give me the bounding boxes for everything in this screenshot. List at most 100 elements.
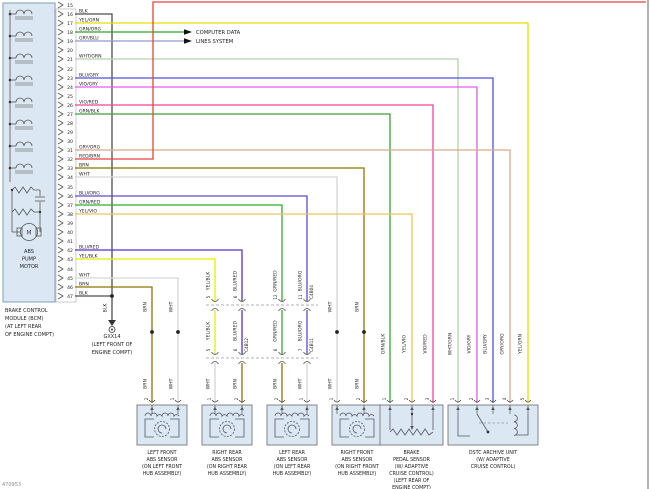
svg-text:GRN/BLK: GRN/BLK: [79, 109, 100, 115]
svg-text:BLU/RED: BLU/RED: [233, 271, 239, 291]
svg-text:32: 32: [67, 157, 73, 163]
bcm-pin-25: 25: [57, 92, 73, 100]
svg-text:LEFT FRONT: LEFT FRONT: [147, 450, 176, 456]
bcm-pin-28: 28: [57, 119, 73, 127]
svg-text:16: 16: [67, 12, 73, 18]
svg-text:(ON LEFT FRONT: (ON LEFT FRONT: [142, 464, 182, 470]
svg-text:1: 1: [207, 397, 212, 400]
wire-pin36-blu-org: [75, 195, 308, 301]
svg-text:(LEFT FRONT OF: (LEFT FRONT OF: [92, 342, 133, 348]
svg-text:7: 7: [298, 348, 303, 351]
svg-text:1: 1: [382, 397, 387, 400]
svg-text:WHT: WHT: [328, 378, 334, 389]
svg-text:1: 1: [299, 397, 304, 400]
svg-text:3: 3: [425, 397, 430, 400]
bcm-pin-40: 40: [57, 228, 73, 236]
bcm-pin-30: 30: [57, 137, 73, 145]
bcm-pin-37: 37 GRN/RED: [57, 200, 101, 209]
svg-text:BRN: BRN: [233, 379, 239, 389]
svg-text:2: 2: [144, 397, 149, 400]
svg-text:WHT/GRN: WHT/GRN: [448, 333, 454, 356]
svg-text:WHT: WHT: [169, 378, 175, 389]
svg-text:PEDAL SENSOR: PEDAL SENSOR: [393, 457, 430, 463]
splice-dot: [110, 294, 114, 298]
svg-text:BLK: BLK: [103, 303, 109, 313]
bcm-pin-33: 33 BRN: [57, 163, 89, 172]
vertical-wire-labels: BLK BRN WHT BRN WHT YEL/BLK BLU/RED GRN/RED BLU/…: [103, 270, 526, 400]
svg-text:1: 1: [450, 397, 455, 400]
svg-text:M: M: [26, 230, 31, 237]
solenoid-coil-icon: [8, 97, 33, 108]
wire-pin26-vio-red: [75, 104, 434, 403]
svg-text:HUB ASSEMBLY): HUB ASSEMBLY): [208, 471, 247, 477]
svg-text:MOTOR: MOTOR: [20, 264, 39, 270]
bcm-pin-22: 22: [57, 65, 73, 73]
bcm-pin-45: 45 WHT: [57, 273, 90, 282]
solenoid-coil-icon: [8, 75, 33, 86]
svg-text:COMPUTER DATA: COMPUTER DATA: [196, 30, 241, 36]
bcm-pin-47: 47 BLK: [57, 291, 89, 300]
svg-text:BRN: BRN: [143, 302, 149, 312]
svg-text:RED/BRN: RED/BRN: [79, 154, 100, 160]
svg-text:(W/ ADAPTIVE: (W/ ADAPTIVE: [476, 457, 509, 463]
svg-text:28: 28: [67, 121, 73, 127]
svg-text:(AT LEFT REAR: (AT LEFT REAR: [5, 324, 42, 330]
wire-pin24-vio-gry: [75, 86, 478, 403]
svg-text:5: 5: [520, 397, 525, 400]
svg-text:GRN/ORG: GRN/ORG: [79, 27, 102, 33]
svg-text:GRN/RED: GRN/RED: [273, 320, 279, 342]
svg-text:21: 21: [67, 57, 73, 63]
svg-text:29: 29: [67, 130, 73, 136]
svg-text:18: 18: [67, 30, 73, 36]
svg-text:HUB ASSEMBLY): HUB ASSEMBLY): [143, 471, 182, 477]
svg-text:6: 6: [273, 348, 278, 351]
svg-text:VIO/GRY: VIO/GRY: [79, 82, 98, 88]
svg-text:HUB ASSEMBLY): HUB ASSEMBLY): [338, 471, 377, 477]
solenoid-coil-icon: [8, 141, 33, 152]
potentiometer-icon: [389, 412, 434, 436]
svg-text:34: 34: [67, 175, 73, 181]
svg-text:BRAKE: BRAKE: [404, 450, 420, 456]
svg-text:37: 37: [67, 203, 73, 209]
svg-text:WHT/GRN: WHT/GRN: [79, 54, 102, 60]
svg-text:25: 25: [67, 94, 73, 100]
svg-text:MODULE (BCM): MODULE (BCM): [5, 316, 43, 322]
bcm-pin-20: 20: [57, 46, 73, 54]
svg-text:WHT: WHT: [79, 273, 90, 279]
wire-pin42-blu-red: [75, 249, 243, 301]
wire-pin43-yel-blk: [75, 258, 216, 301]
svg-text:PUMP: PUMP: [22, 257, 36, 263]
svg-text:RIGHT FRONT: RIGHT FRONT: [341, 450, 374, 456]
svg-text:31: 31: [67, 148, 73, 154]
svg-text:YEL/BLK: YEL/BLK: [206, 271, 212, 292]
svg-text:30: 30: [67, 139, 73, 145]
tone-ring-icon: [339, 412, 375, 438]
svg-text:ENGINE COMPT): ENGINE COMPT): [92, 350, 133, 356]
svg-text:12: 12: [273, 294, 278, 300]
bcm-pin-18: 18 GRN/ORG: [57, 27, 102, 36]
bcm-pin-27: 27 GRN/BLK: [57, 109, 100, 118]
svg-text:1: 1: [329, 397, 334, 400]
bcm-pin-29: 29: [57, 128, 73, 136]
svg-text:ABS: ABS: [24, 249, 34, 255]
svg-text:46: 46: [67, 285, 73, 291]
svg-text:YEL/VIO: YEL/VIO: [402, 335, 408, 354]
bcm-pin-36: 36 BLU/ORG: [57, 191, 100, 200]
solenoid-coil-icon: [8, 53, 33, 64]
wire-pin23-blu-gry: [75, 77, 494, 403]
bcm-pin-31: 31 GRY/ORG: [57, 145, 101, 154]
svg-text:BRN: BRN: [355, 379, 361, 389]
bus-arrow: LINES SYSTEM: [184, 38, 233, 45]
svg-text:6: 6: [233, 295, 238, 298]
svg-text:2: 2: [274, 397, 279, 400]
svg-text:2: 2: [234, 397, 239, 400]
svg-text:BLU/GRY: BLU/GRY: [79, 73, 99, 79]
svg-text:36: 36: [67, 194, 73, 200]
svg-text:5: 5: [206, 295, 211, 298]
inline-connector-row: 5 6 12 11 C4B04: [206, 285, 318, 312]
svg-text:WHT: WHT: [79, 172, 90, 178]
